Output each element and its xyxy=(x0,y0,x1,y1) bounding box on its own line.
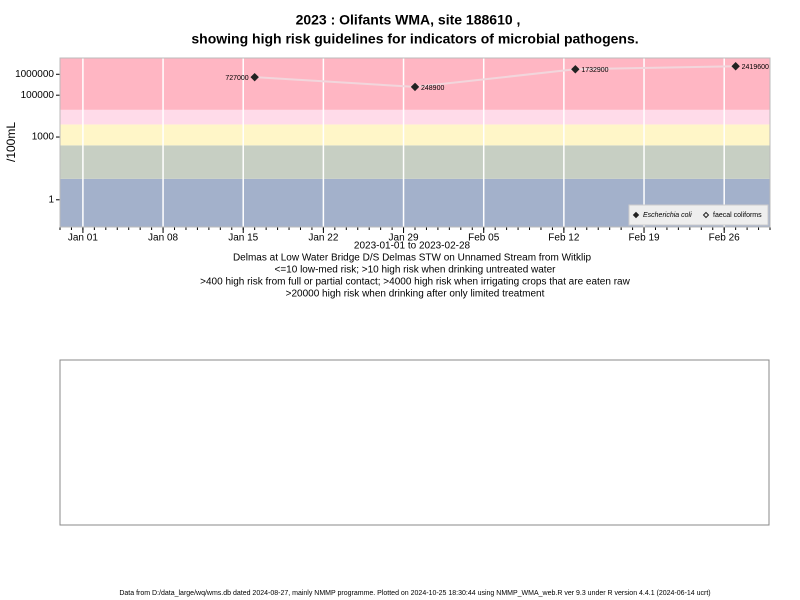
y-tick-label: 1000000 xyxy=(15,69,54,80)
note: <=10 low-med risk; >10 high risk when dr… xyxy=(275,265,557,276)
risk-band xyxy=(60,124,770,146)
x-tick-label: Feb 26 xyxy=(709,233,741,244)
series-line xyxy=(254,65,736,88)
note: >400 high risk from full or partial cont… xyxy=(200,277,630,288)
x-tick-label: Feb 12 xyxy=(548,233,580,244)
chart-title: showing high risk guidelines for indicat… xyxy=(191,31,638,47)
y-tick-label: 100000 xyxy=(21,90,55,101)
note: Delmas at Low Water Bridge D/S Delmas ST… xyxy=(233,253,592,264)
point xyxy=(731,62,740,71)
y-tick-label: 1 xyxy=(48,194,54,205)
x-tick-label: Jan 29 xyxy=(389,233,419,244)
data-label: 727000 xyxy=(225,75,248,82)
note: >20000 high risk when drinking after onl… xyxy=(286,289,545,300)
legend-label: faecal coliforms xyxy=(713,212,762,219)
legend-box xyxy=(628,204,769,226)
x-tick-label: Jan 22 xyxy=(308,233,338,244)
x-tick-label: Jan 08 xyxy=(148,233,178,244)
risk-band xyxy=(60,145,770,179)
point xyxy=(410,82,420,92)
plot-frame xyxy=(59,57,771,228)
data-label: 2419600 xyxy=(742,64,769,71)
x-tick-label: Feb 05 xyxy=(468,233,500,244)
data-label: 248900 xyxy=(421,85,444,92)
x-axis-label: 2023-01-01 to 2023-02-28 xyxy=(354,241,471,252)
footer: Data from D:/data_large/wq/wms.db dated … xyxy=(119,590,710,597)
x-tick-label: Feb 19 xyxy=(628,233,660,244)
legend-marker xyxy=(702,211,710,219)
y-axis-label: /100mL xyxy=(4,122,18,162)
y-tick-label: 1000 xyxy=(32,132,55,143)
x-tick-label: Jan 01 xyxy=(68,233,98,244)
data-label: 1732900 xyxy=(581,67,608,74)
point xyxy=(571,65,580,74)
legend-marker xyxy=(632,211,640,219)
chart-title: 2023 : Olifants WMA, site 188610 , xyxy=(296,12,521,28)
empty-panel xyxy=(59,359,770,526)
point xyxy=(250,72,259,82)
legend-label: Escherichia coli xyxy=(643,212,692,219)
x-tick-label: Jan 15 xyxy=(228,233,258,244)
risk-band xyxy=(60,109,770,125)
